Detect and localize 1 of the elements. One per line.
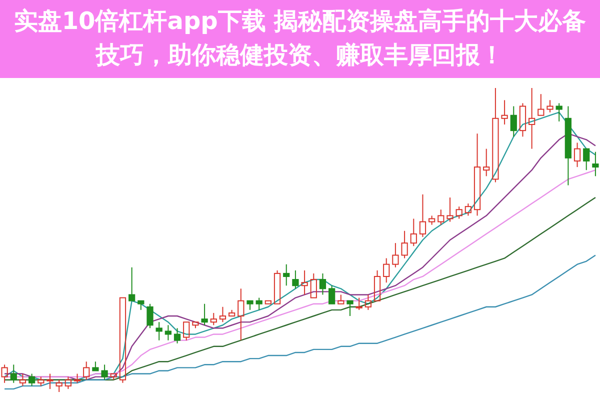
chart-title: 实盘10倍杠杆app下载 揭秘配资操盘高手的十大必备技巧，助你稳健投资、赚取丰厚回报！ — [12, 6, 588, 71]
